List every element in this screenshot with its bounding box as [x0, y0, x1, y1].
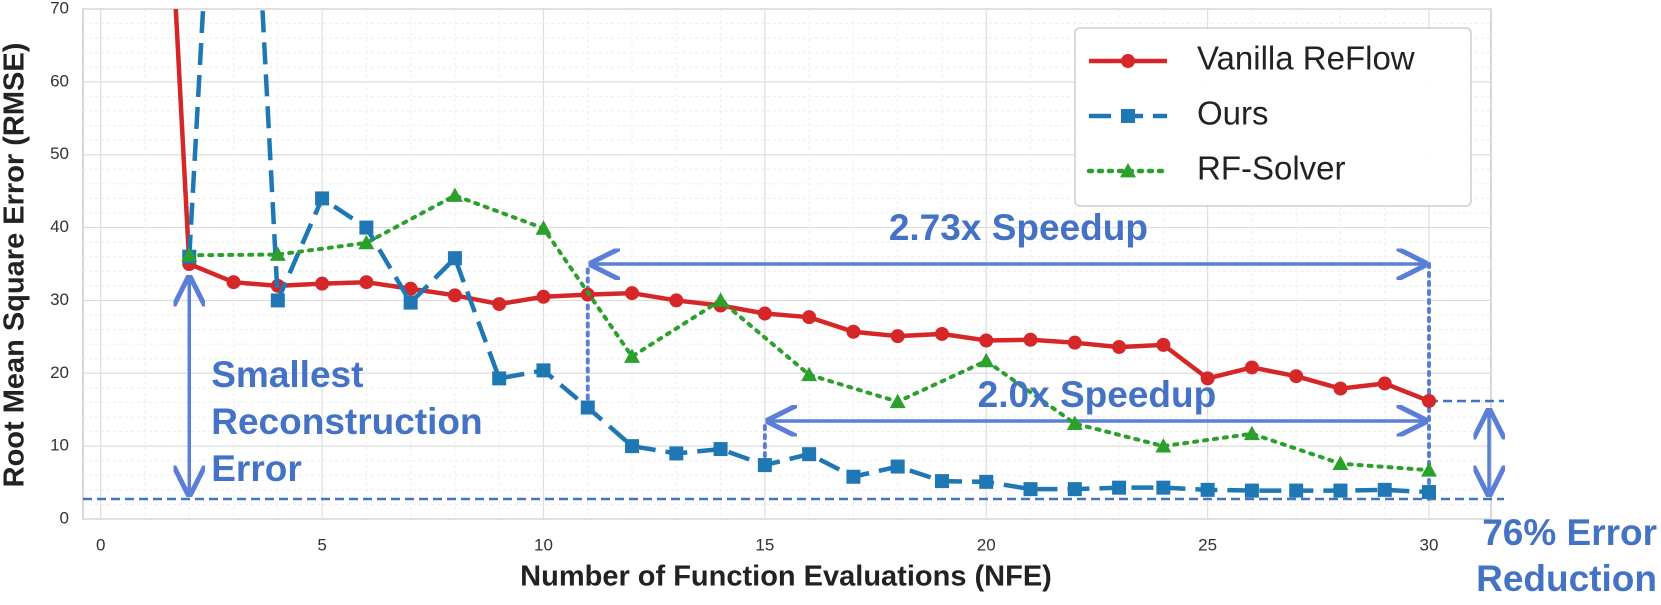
point — [1244, 483, 1259, 498]
point — [269, 246, 286, 261]
point — [1377, 482, 1392, 497]
x-tick-label: 30 — [1420, 535, 1439, 554]
point — [1333, 381, 1348, 396]
point — [580, 400, 595, 415]
point — [625, 286, 640, 301]
point — [1112, 480, 1127, 495]
point — [446, 187, 463, 202]
point — [1156, 480, 1171, 495]
x-tick-label: 0 — [96, 535, 105, 554]
point — [846, 469, 861, 484]
annotation: Reduction — [1476, 558, 1657, 599]
y-tick-label: 10 — [50, 436, 69, 455]
point — [1243, 425, 1260, 441]
point — [1377, 376, 1392, 391]
point — [1289, 369, 1304, 384]
point — [713, 442, 728, 457]
point — [890, 459, 905, 474]
point — [1422, 485, 1437, 500]
point — [1121, 109, 1135, 123]
annotation: 2.73x Speedup — [889, 207, 1148, 248]
annotation: Reconstruction — [211, 401, 482, 442]
point — [492, 371, 507, 386]
point — [1112, 340, 1127, 355]
annotation: 76% Error — [1482, 512, 1657, 553]
point — [1422, 393, 1437, 408]
point — [1155, 438, 1172, 453]
point — [1023, 482, 1038, 497]
point — [979, 474, 994, 489]
y-tick-label: 0 — [60, 508, 69, 527]
point — [1156, 337, 1171, 352]
point — [1333, 483, 1348, 498]
point — [447, 251, 462, 266]
point — [358, 234, 375, 250]
annotation: 2.0x Speedup — [978, 374, 1217, 415]
point — [846, 324, 861, 339]
point — [315, 276, 330, 291]
point — [802, 310, 817, 325]
y-tick-label: 60 — [50, 71, 69, 90]
point — [1120, 163, 1136, 178]
y-tick-label: 50 — [50, 144, 69, 163]
point — [359, 275, 374, 290]
point — [536, 363, 551, 378]
point — [226, 275, 241, 290]
point — [934, 474, 949, 489]
point — [1200, 371, 1215, 386]
point — [934, 326, 949, 341]
point — [890, 329, 905, 344]
point — [625, 439, 640, 454]
point — [1200, 482, 1215, 497]
point — [492, 297, 507, 312]
point — [270, 293, 285, 308]
y-tick-label: 40 — [50, 217, 69, 236]
y-tick-label: 20 — [50, 363, 69, 382]
point — [1332, 455, 1349, 471]
x-tick-label: 5 — [317, 535, 326, 554]
point — [1421, 462, 1438, 477]
point — [669, 293, 684, 308]
point — [536, 289, 551, 304]
point — [1066, 415, 1083, 430]
x-tick-label: 10 — [534, 535, 553, 554]
legend-label: Vanilla ReFlow — [1197, 40, 1415, 77]
series-line — [173, 9, 1430, 404]
point — [669, 446, 684, 461]
point — [979, 333, 994, 348]
point — [1289, 483, 1304, 498]
point — [403, 295, 418, 310]
point — [757, 458, 772, 473]
point — [1067, 335, 1082, 350]
point — [1121, 54, 1135, 68]
point — [889, 393, 906, 409]
legend-box — [1074, 27, 1472, 207]
point — [801, 366, 818, 382]
point — [802, 447, 817, 462]
x-tick-label: 25 — [1198, 535, 1217, 554]
x-axis-label: Number of Function Evaluations (NFE) — [520, 561, 1052, 593]
point — [181, 247, 198, 262]
y-axis-label: Root Mean Square Error (RMSE) — [0, 43, 31, 488]
point — [1067, 482, 1082, 497]
x-tick-label: 20 — [977, 535, 996, 554]
point — [1023, 332, 1038, 347]
point — [624, 348, 641, 363]
annotation: Smallest — [211, 354, 363, 395]
point — [315, 191, 330, 206]
point — [712, 292, 729, 307]
point — [978, 352, 995, 368]
legend-label: Ours — [1197, 95, 1269, 132]
x-tick-label: 15 — [755, 535, 774, 554]
point — [447, 288, 462, 303]
point — [535, 220, 552, 235]
point — [757, 306, 772, 321]
point — [359, 220, 374, 235]
annotation: Error — [211, 448, 301, 489]
legend-label: RF-Solver — [1197, 150, 1346, 187]
y-tick-label: 70 — [50, 0, 69, 17]
point — [1244, 360, 1259, 375]
y-tick-label: 30 — [50, 290, 69, 309]
